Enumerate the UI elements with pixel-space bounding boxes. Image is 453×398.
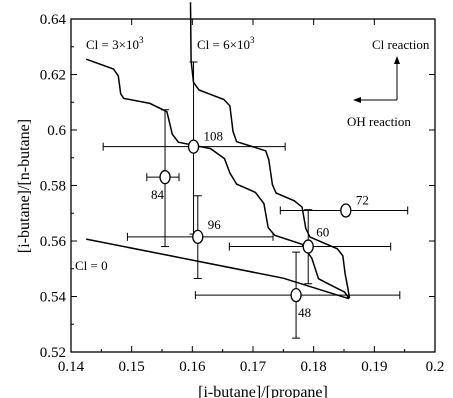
y-tick-label: 0.58 (40, 179, 66, 195)
point-72-marker (340, 203, 352, 218)
cl-3e3-times: ×10 (119, 37, 139, 52)
point-48-label: 48 (298, 305, 311, 320)
y-tick-label: 0.64 (40, 12, 67, 28)
y-axis-title: [i-butane]/[n-butane] (16, 119, 33, 253)
curve-cl-6e3 (189, 2, 351, 299)
cl-3e3-label: Cl = 3×103 (86, 35, 144, 52)
point-48-marker (290, 287, 302, 303)
cl-6e3-prefix: Cl = 6 (197, 37, 230, 52)
x-tick-label: 0.16 (179, 359, 206, 375)
y-tick-label: 0.54 (40, 290, 67, 306)
cl-reaction-label: Cl reaction (372, 37, 430, 52)
point-108-marker (187, 139, 200, 154)
model-curves (85, 2, 351, 300)
x-tick-label: 0.15 (119, 359, 145, 375)
x-axis-title: [i-butane]/[propane] (198, 384, 328, 398)
point-84-marker (159, 170, 171, 185)
curve-cl-0 (86, 238, 350, 300)
cl-zero-label: Cl = 0 (75, 258, 108, 273)
x-tick-label: 0.19 (361, 359, 387, 375)
y-tick-label: 0.56 (40, 234, 67, 250)
plot-frame (70, 18, 436, 353)
oh-arrow-head (353, 97, 361, 103)
cl-6e3-times: ×10 (230, 37, 250, 52)
point-96-marker (192, 229, 204, 244)
x-tick-label: 0.14 (58, 359, 85, 375)
x-tick-label: 0.18 (301, 359, 327, 375)
point-108-label: 108 (204, 129, 224, 144)
data-points: 108 84 96 72 60 48 (151, 129, 369, 320)
y-tick-label: 0.6 (47, 123, 66, 139)
cl-3e3-prefix: Cl = 3 (86, 37, 119, 52)
y-tick-label: 0.52 (40, 345, 66, 361)
x-tick-label: 0.2 (426, 359, 445, 375)
point-60-label: 60 (316, 225, 329, 240)
curve-cl-3e3 (85, 58, 350, 299)
y-tick-label: 0.62 (40, 68, 66, 84)
point-84-label: 84 (151, 187, 165, 202)
cl-6e3-exponent: 3 (250, 35, 255, 45)
point-96-label: 96 (208, 217, 222, 232)
cl-arrow-head (394, 56, 400, 64)
point-60-marker (302, 239, 314, 254)
axis-ticks: 0.14 0.15 0.16 0.17 0.18 0.19 0.2 0.52 0.54 0.56 0… (40, 12, 445, 375)
oh-reaction-label: OH reaction (347, 114, 411, 129)
reaction-direction-arrows (353, 56, 400, 103)
point-72-label: 72 (356, 192, 369, 207)
cl-6e3-label: Cl = 6×103 (197, 35, 255, 52)
x-tick-label: 0.17 (240, 359, 267, 375)
cl-3e3-exponent: 3 (139, 35, 144, 45)
